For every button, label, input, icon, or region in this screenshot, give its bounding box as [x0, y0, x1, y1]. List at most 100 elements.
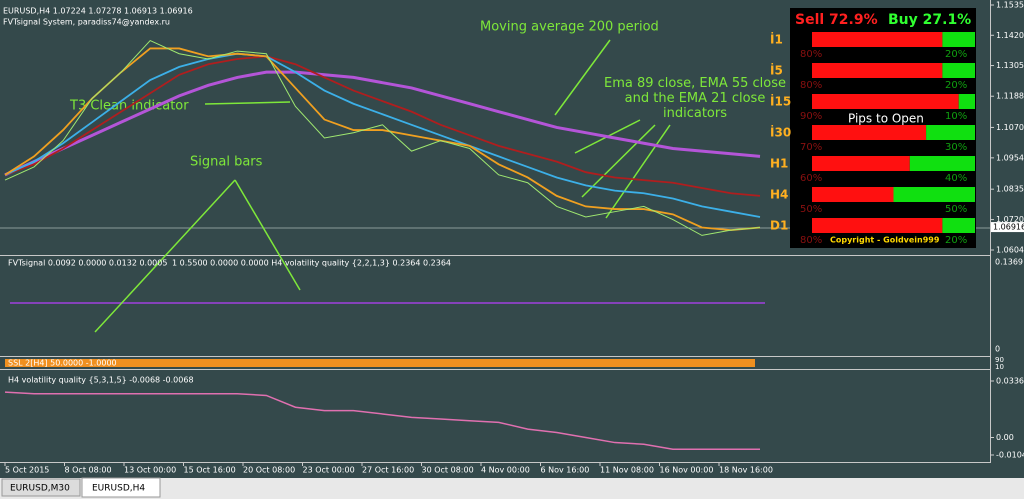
y-tick-label: 1.13050	[996, 61, 1024, 70]
x-tick-label: 11 Nov 08:00	[600, 466, 654, 475]
row-label: İ5	[770, 63, 783, 78]
y-tick-label: 10	[995, 363, 1004, 371]
y-tick-label: -0.0104	[996, 451, 1024, 460]
sell-pct: 50%	[800, 204, 822, 215]
buy-bar	[942, 218, 975, 233]
buy-pct: 30%	[945, 142, 967, 153]
x-tick-label: 4 Nov 00:00	[481, 466, 530, 475]
sell-pct: 80%	[800, 235, 822, 246]
tab[interactable]	[1, 478, 81, 497]
buy-bar	[942, 63, 975, 78]
panel-legend: 1 0.5500 0.0000 0.0000 H4 volatility qua…	[172, 259, 451, 268]
sell-bar	[812, 94, 959, 109]
buy-pct: 10%	[945, 111, 967, 122]
sell-bar	[812, 156, 910, 171]
x-tick-label: 27 Oct 16:00	[362, 466, 414, 475]
row-label: H4	[770, 188, 788, 202]
buy-pct: 40%	[945, 173, 967, 184]
row-label: İ1	[770, 32, 783, 47]
x-tick-label: 20 Oct 08:00	[243, 466, 295, 475]
x-tick-label: 30 Oct 08:00	[422, 466, 474, 475]
x-tick-label: 15 Oct 16:00	[184, 466, 236, 475]
series-line	[4, 55, 761, 197]
x-tick-label: 18 Nov 16:00	[719, 466, 773, 475]
buy-bar	[909, 156, 975, 171]
x-tick-label: 5 Oct 2015	[5, 466, 49, 475]
annotation: Signal bars	[190, 155, 263, 170]
annotation: Ema 89 close, EMA 55 close and the EMA 2…	[603, 76, 786, 121]
series-line	[4, 70, 761, 177]
annotation-box: Ema 89 close, EMA 55 close and the EMA 2…	[603, 76, 786, 121]
tab-label[interactable]: EURUSD,H4	[92, 484, 145, 494]
buy-total: Buy 27.1%	[888, 12, 971, 28]
panel-legend: SSL 2[H4] 50.0000 -1.0000	[8, 359, 117, 368]
y-tick-label: 1.14200	[996, 31, 1024, 40]
series-line	[4, 39, 761, 236]
ssl-strip	[5, 359, 755, 367]
copyright: Copyright - Goldvein999	[830, 236, 940, 245]
y-tick-label: 0.0336	[996, 377, 1024, 386]
buy-pct: 20%	[945, 235, 967, 246]
y-tick-label: 1.07200	[996, 215, 1024, 224]
y-tick-label: 0.00	[996, 433, 1014, 442]
sell-pct: 60%	[800, 173, 822, 184]
buy-pct: 20%	[945, 80, 967, 91]
y-tick-label: 1.10700	[996, 123, 1024, 132]
sell-pct: 80%	[800, 49, 822, 60]
sell-bar	[812, 63, 943, 78]
y-tick-label: 1.06045	[996, 246, 1024, 255]
tab-label[interactable]: EURUSD,M30	[10, 484, 70, 494]
y-tick-label: 1.08355	[996, 185, 1024, 194]
x-tick-label: 8 Oct 08:00	[65, 466, 112, 475]
vq-line	[4, 391, 760, 451]
tab-bar	[0, 478, 1024, 499]
x-tick-label: 16 Nov 00:00	[660, 466, 714, 475]
arrow	[581, 124, 656, 198]
buy-pct: 50%	[945, 204, 967, 215]
sell-pct: 90%	[800, 111, 822, 122]
buy-bar	[893, 187, 975, 202]
x-tick-label: 6 Nov 16:00	[541, 466, 590, 475]
panel-legend: H4 volatility quality {5,3,1,5} -0.0068 …	[8, 376, 194, 385]
arrow	[204, 101, 291, 105]
buy-bar	[958, 94, 975, 109]
arrow	[605, 124, 671, 219]
series-line	[4, 47, 761, 232]
system-line: FVTsignal System, paradiss74@yandex.ru	[3, 18, 170, 27]
buy-bar	[926, 125, 975, 140]
y-tick-label: 1.11885	[996, 92, 1024, 101]
arrow	[234, 179, 301, 291]
sell-total: Sell 72.9%	[795, 12, 878, 28]
sell-bar	[812, 32, 943, 47]
x-tick-label: 23 Oct 00:00	[303, 466, 355, 475]
y-tick-label: 1.09545	[996, 153, 1024, 162]
y-tick-label: 90	[995, 356, 1004, 364]
symbol-line: EURUSD,H4 1.07224 1.07278 1.06913 1.0691…	[3, 7, 193, 16]
arrow	[94, 179, 236, 333]
y-tick-label: 0	[995, 345, 1000, 354]
sell-bar	[812, 125, 927, 140]
row-label: İ30	[770, 125, 791, 140]
y-tick-label: 1.15350	[996, 1, 1024, 10]
sell-pct: 80%	[800, 80, 822, 91]
sell-bar	[812, 218, 943, 233]
x-tick-label: 13 Oct 00:00	[124, 466, 176, 475]
sell-bar	[812, 187, 894, 202]
sell-pct: 70%	[800, 142, 822, 153]
panel-legend: FVTsignal 0.0092 0.0000 0.0132 0.0005	[8, 259, 167, 268]
row-label: İ15	[770, 94, 791, 109]
annotation: Moving average 200 period	[480, 20, 659, 35]
current-price-box	[991, 222, 1024, 233]
series-line	[4, 52, 761, 218]
arrow	[554, 39, 611, 116]
tab[interactable]	[81, 477, 161, 498]
row-label: D1	[770, 219, 788, 233]
buy-pct: 20%	[945, 49, 967, 60]
current-price: 1.06916	[993, 223, 1024, 232]
buy-bar	[942, 32, 975, 47]
row-label: H1	[770, 157, 788, 171]
y-tick-label: 0.1369	[995, 258, 1023, 267]
arrows	[94, 39, 671, 333]
